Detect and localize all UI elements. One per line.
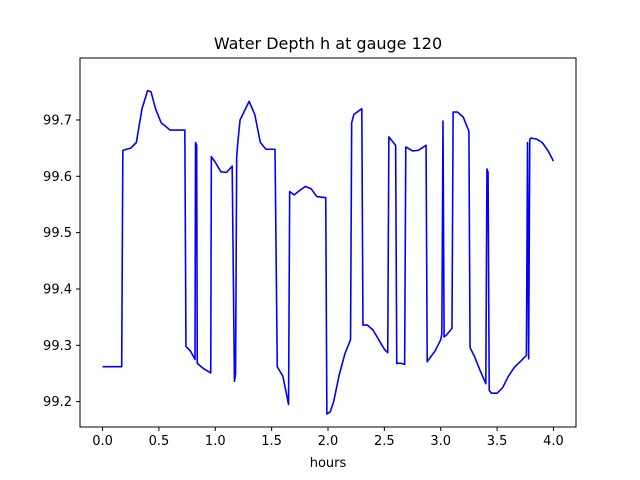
y-tick-label: 99.6 <box>43 170 72 185</box>
x-axis-label: hours <box>310 456 347 471</box>
x-axis: 0.0 0.5 1.0 1.5 2.0 2.5 3.0 3.5 4.0 <box>92 427 564 449</box>
x-tick-label: 0.5 <box>149 434 170 449</box>
x-tick-label: 3.0 <box>430 434 451 449</box>
x-tick-label: 2.0 <box>318 434 339 449</box>
y-tick-label: 99.5 <box>43 226 72 241</box>
x-tick-label: 1.0 <box>205 434 226 449</box>
y-tick-label: 99.7 <box>43 113 72 128</box>
x-tick-label: 0.0 <box>92 434 113 449</box>
y-tick-label: 99.2 <box>43 395 72 410</box>
series-line <box>102 89 555 415</box>
x-tick-label: 3.5 <box>487 434 508 449</box>
x-tick-label: 4.0 <box>543 434 564 449</box>
x-tick-label: 2.5 <box>374 434 395 449</box>
plot-area <box>102 89 555 415</box>
x-tick-label: 1.5 <box>261 434 282 449</box>
chart-title: Water Depth h at gauge 120 <box>214 34 442 53</box>
y-tick-label: 99.3 <box>43 339 72 354</box>
y-tick-label: 99.4 <box>43 282 72 297</box>
y-axis: 99.2 99.3 99.4 99.5 99.6 99.7 <box>43 113 80 410</box>
